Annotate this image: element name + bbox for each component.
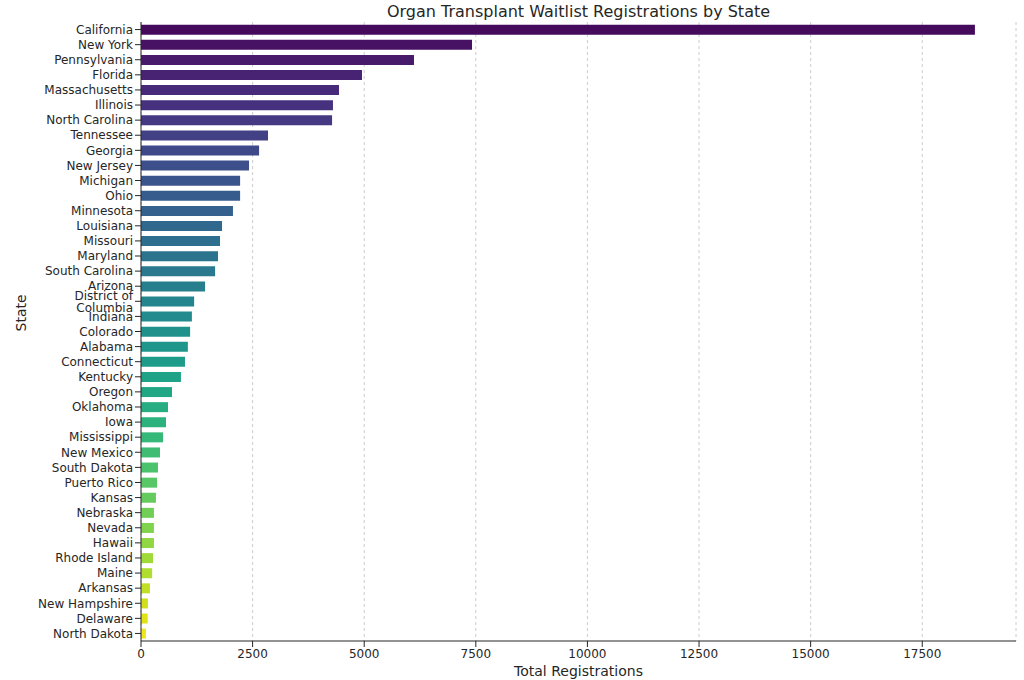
svg-text:Massachusetts: Massachusetts xyxy=(44,83,133,97)
svg-text:Hawaii: Hawaii xyxy=(93,536,133,550)
svg-text:Indiana: Indiana xyxy=(89,310,133,324)
svg-text:California: California xyxy=(76,23,133,37)
svg-text:Connecticut: Connecticut xyxy=(61,355,133,369)
svg-text:Nebraska: Nebraska xyxy=(76,506,133,520)
svg-text:North Dakota: North Dakota xyxy=(53,627,133,641)
svg-text:Iowa: Iowa xyxy=(105,415,133,429)
svg-text:New Mexico: New Mexico xyxy=(61,446,133,460)
svg-text:Pennsylvania: Pennsylvania xyxy=(54,53,133,67)
svg-text:Illinois: Illinois xyxy=(95,98,133,112)
svg-text:New Jersey: New Jersey xyxy=(66,159,133,173)
svg-text:Maryland: Maryland xyxy=(77,249,133,263)
svg-text:Michigan: Michigan xyxy=(79,174,133,188)
svg-text:New Hampshire: New Hampshire xyxy=(38,597,133,611)
svg-text:7500: 7500 xyxy=(461,647,492,661)
svg-text:Alabama: Alabama xyxy=(80,340,133,354)
svg-text:Kansas: Kansas xyxy=(91,491,133,505)
svg-text:10000: 10000 xyxy=(568,647,606,661)
svg-text:15000: 15000 xyxy=(792,647,830,661)
svg-text:Tennessee: Tennessee xyxy=(69,128,133,142)
svg-text:Puerto Rico: Puerto Rico xyxy=(65,476,133,490)
svg-text:5000: 5000 xyxy=(349,647,380,661)
svg-text:Oregon: Oregon xyxy=(89,385,133,399)
svg-text:17500: 17500 xyxy=(903,647,941,661)
svg-text:State: State xyxy=(13,294,29,331)
svg-text:Delaware: Delaware xyxy=(76,612,133,626)
svg-text:Rhode Island: Rhode Island xyxy=(55,551,133,565)
svg-text:Total Registrations: Total Registrations xyxy=(513,663,643,679)
svg-text:Louisiana: Louisiana xyxy=(76,219,133,233)
svg-text:Maine: Maine xyxy=(97,566,133,580)
svg-text:Nevada: Nevada xyxy=(87,521,133,535)
svg-text:Ohio: Ohio xyxy=(105,189,133,203)
svg-text:New York: New York xyxy=(78,38,133,52)
svg-text:12500: 12500 xyxy=(680,647,718,661)
svg-text:Kentucky: Kentucky xyxy=(78,370,133,384)
svg-text:Florida: Florida xyxy=(92,68,133,82)
svg-text:Missouri: Missouri xyxy=(84,234,133,248)
svg-text:South Carolina: South Carolina xyxy=(45,264,133,278)
svg-text:2500: 2500 xyxy=(237,647,268,661)
svg-text:North Carolina: North Carolina xyxy=(46,113,133,127)
svg-text:Georgia: Georgia xyxy=(86,144,133,158)
svg-text:Arkansas: Arkansas xyxy=(78,581,133,595)
svg-text:Oklahoma: Oklahoma xyxy=(72,400,133,414)
svg-text:0: 0 xyxy=(137,647,145,661)
svg-text:Colorado: Colorado xyxy=(79,325,133,339)
svg-text:Mississippi: Mississippi xyxy=(69,430,133,444)
svg-text:Minnesota: Minnesota xyxy=(71,204,133,218)
svg-text:South Dakota: South Dakota xyxy=(52,461,133,475)
